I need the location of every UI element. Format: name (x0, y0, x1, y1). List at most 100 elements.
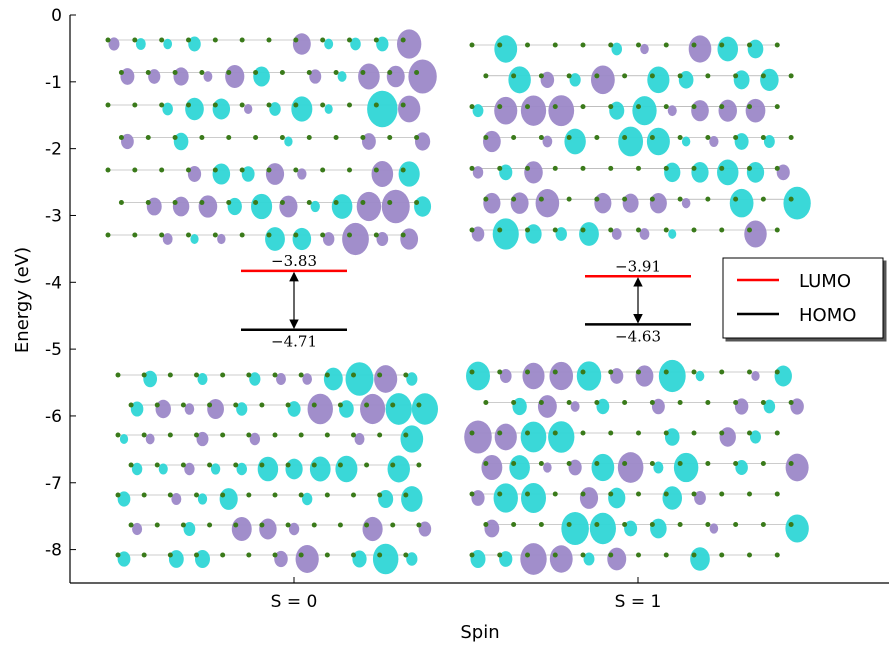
atom (132, 103, 137, 108)
orbital-lobe (647, 128, 670, 156)
orbital-lobe (293, 228, 312, 250)
orbital-lobe (549, 362, 573, 390)
atom (692, 228, 697, 233)
atom (240, 103, 245, 108)
atom (470, 166, 475, 171)
atom (553, 166, 558, 171)
atom (199, 70, 204, 75)
orbital-lobe (751, 371, 759, 381)
atom (636, 492, 641, 497)
atom (650, 522, 655, 527)
atom (403, 373, 408, 378)
atom (325, 493, 330, 498)
atom (351, 493, 356, 498)
atom (374, 168, 379, 173)
orbital-lobe (647, 67, 669, 94)
atom (747, 492, 752, 497)
atom (483, 461, 488, 466)
atom (267, 103, 272, 108)
atom (273, 553, 278, 558)
orbital-lobe (785, 514, 808, 542)
orbital-lobe (674, 453, 698, 482)
atom (594, 73, 599, 78)
orbital-lobe (382, 190, 410, 224)
orbital-lobe (579, 222, 599, 246)
atom (789, 400, 794, 405)
atom (293, 168, 298, 173)
orbital-lobe (355, 433, 365, 445)
atom (286, 523, 291, 528)
orbital-lobe (259, 519, 276, 540)
atom (622, 400, 627, 405)
orbital-lobe (220, 488, 238, 510)
atom (387, 70, 392, 75)
orbital-lobe (400, 228, 418, 249)
atom (622, 522, 627, 527)
orbital-lobe (618, 127, 643, 157)
atom (470, 43, 475, 48)
orbital-lobe (163, 39, 172, 49)
atom (705, 73, 710, 78)
orbital-lobe (509, 455, 530, 480)
atom (747, 370, 752, 375)
orbital-lobe (360, 394, 385, 424)
orbital-lobe (372, 161, 394, 187)
orbital-lobe (483, 193, 500, 214)
atom (511, 400, 516, 405)
atom (159, 103, 164, 108)
orbital-lobe (324, 39, 333, 50)
atom (146, 135, 151, 140)
atom (581, 431, 586, 436)
atom (194, 433, 199, 438)
orbital-lobe (561, 512, 589, 545)
atom (213, 233, 218, 238)
molecule (106, 29, 437, 255)
orbital-lobe (346, 362, 374, 396)
atom (320, 233, 325, 238)
atom (553, 228, 558, 233)
atom (194, 493, 199, 498)
orbital-lobe (521, 422, 547, 453)
orbital-lobe (244, 104, 252, 114)
orbital-lobe (266, 163, 284, 185)
atom (286, 403, 291, 408)
orbital-lobe (120, 434, 128, 444)
atom (347, 38, 352, 43)
atom (173, 200, 178, 205)
atom (351, 553, 356, 558)
atom (775, 492, 780, 497)
atom (567, 73, 572, 78)
atom (173, 70, 178, 75)
orbital-lobe (744, 221, 766, 248)
orbital-lobe (748, 40, 764, 59)
atom (636, 43, 641, 48)
orbital-lobe (338, 71, 347, 82)
atom (299, 553, 304, 558)
orbital-lobe (524, 161, 543, 183)
atom (116, 553, 121, 558)
atom (608, 492, 613, 497)
orbital-lobe (173, 197, 189, 217)
atom (761, 522, 766, 527)
atom (747, 553, 752, 558)
atom (364, 403, 369, 408)
atom (789, 461, 794, 466)
orbital-lobe (387, 66, 405, 88)
orbital-lobe (691, 100, 709, 121)
orbital-lobe (466, 362, 490, 391)
orbital-lobe (258, 457, 278, 482)
atom (401, 38, 406, 43)
orbital-lobe (607, 548, 626, 571)
atom (325, 433, 330, 438)
atom (155, 523, 160, 528)
atom (186, 168, 191, 173)
value-label: −3.83 (271, 252, 317, 270)
atom (733, 73, 738, 78)
orbital-lobe (668, 229, 676, 239)
atom (320, 38, 325, 43)
atom (159, 233, 164, 238)
atom (259, 463, 264, 468)
orbital-lobe (747, 162, 764, 183)
atom (692, 370, 697, 375)
orbital-lobe (276, 373, 286, 385)
